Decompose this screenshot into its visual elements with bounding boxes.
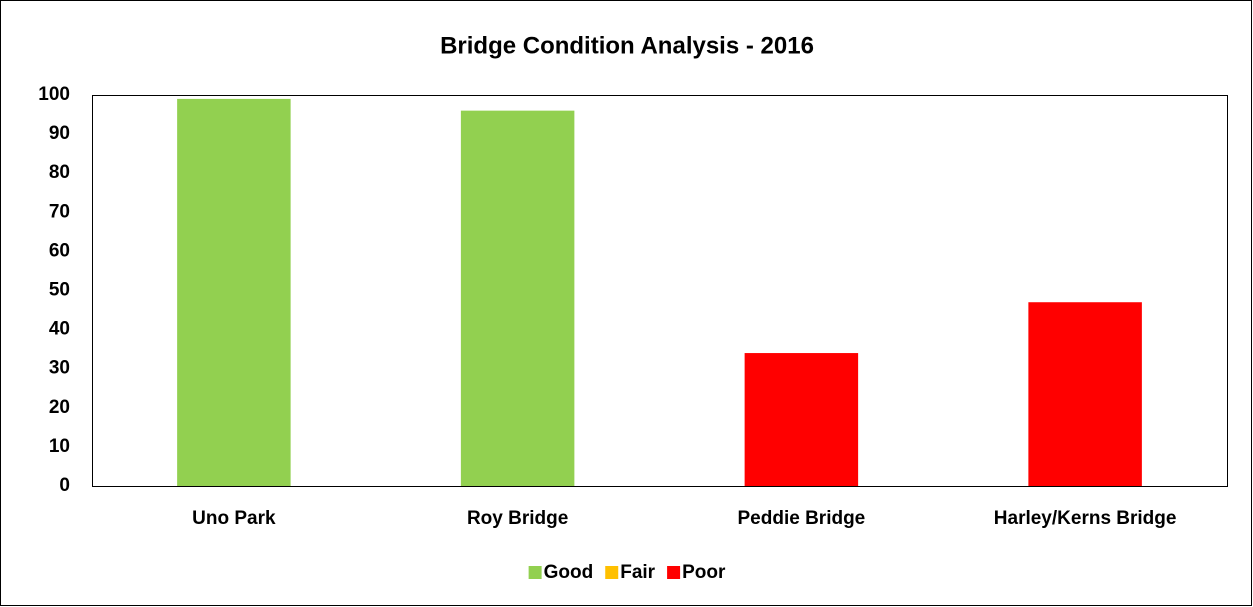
legend-swatch (667, 566, 681, 579)
bar (460, 110, 575, 486)
y-tick-label: 0 (59, 475, 70, 496)
bar (744, 353, 859, 486)
y-tick-label: 60 (49, 240, 70, 261)
x-tick-label: Harley/Kerns Bridge (994, 508, 1177, 529)
y-tick-label: 50 (49, 280, 70, 301)
y-tick-label: 20 (49, 397, 70, 418)
bar (1028, 302, 1142, 486)
y-tick-label: 10 (49, 436, 70, 457)
chart-title: Bridge Condition Analysis - 2016 (440, 32, 814, 59)
y-tick-label: 40 (49, 319, 70, 340)
bar (177, 98, 291, 486)
y-tick-label: 70 (49, 201, 70, 222)
y-tick-label: 30 (49, 358, 70, 379)
x-tick-label: Roy Bridge (467, 508, 568, 529)
legend-swatch (528, 566, 542, 579)
legend: Good Fair Poor (528, 562, 726, 583)
legend-label: Poor (682, 562, 726, 583)
y-tick-label: 100 (38, 84, 70, 105)
x-tick-label: Peddie Bridge (738, 508, 866, 529)
x-tick-label: Uno Park (192, 508, 276, 529)
legend-label: Good (544, 562, 594, 583)
y-tick-label: 80 (49, 162, 70, 183)
y-tick-label: 90 (49, 123, 70, 144)
legend-swatch (605, 566, 619, 579)
plot-area (92, 95, 1228, 487)
legend-label: Fair (620, 562, 655, 583)
